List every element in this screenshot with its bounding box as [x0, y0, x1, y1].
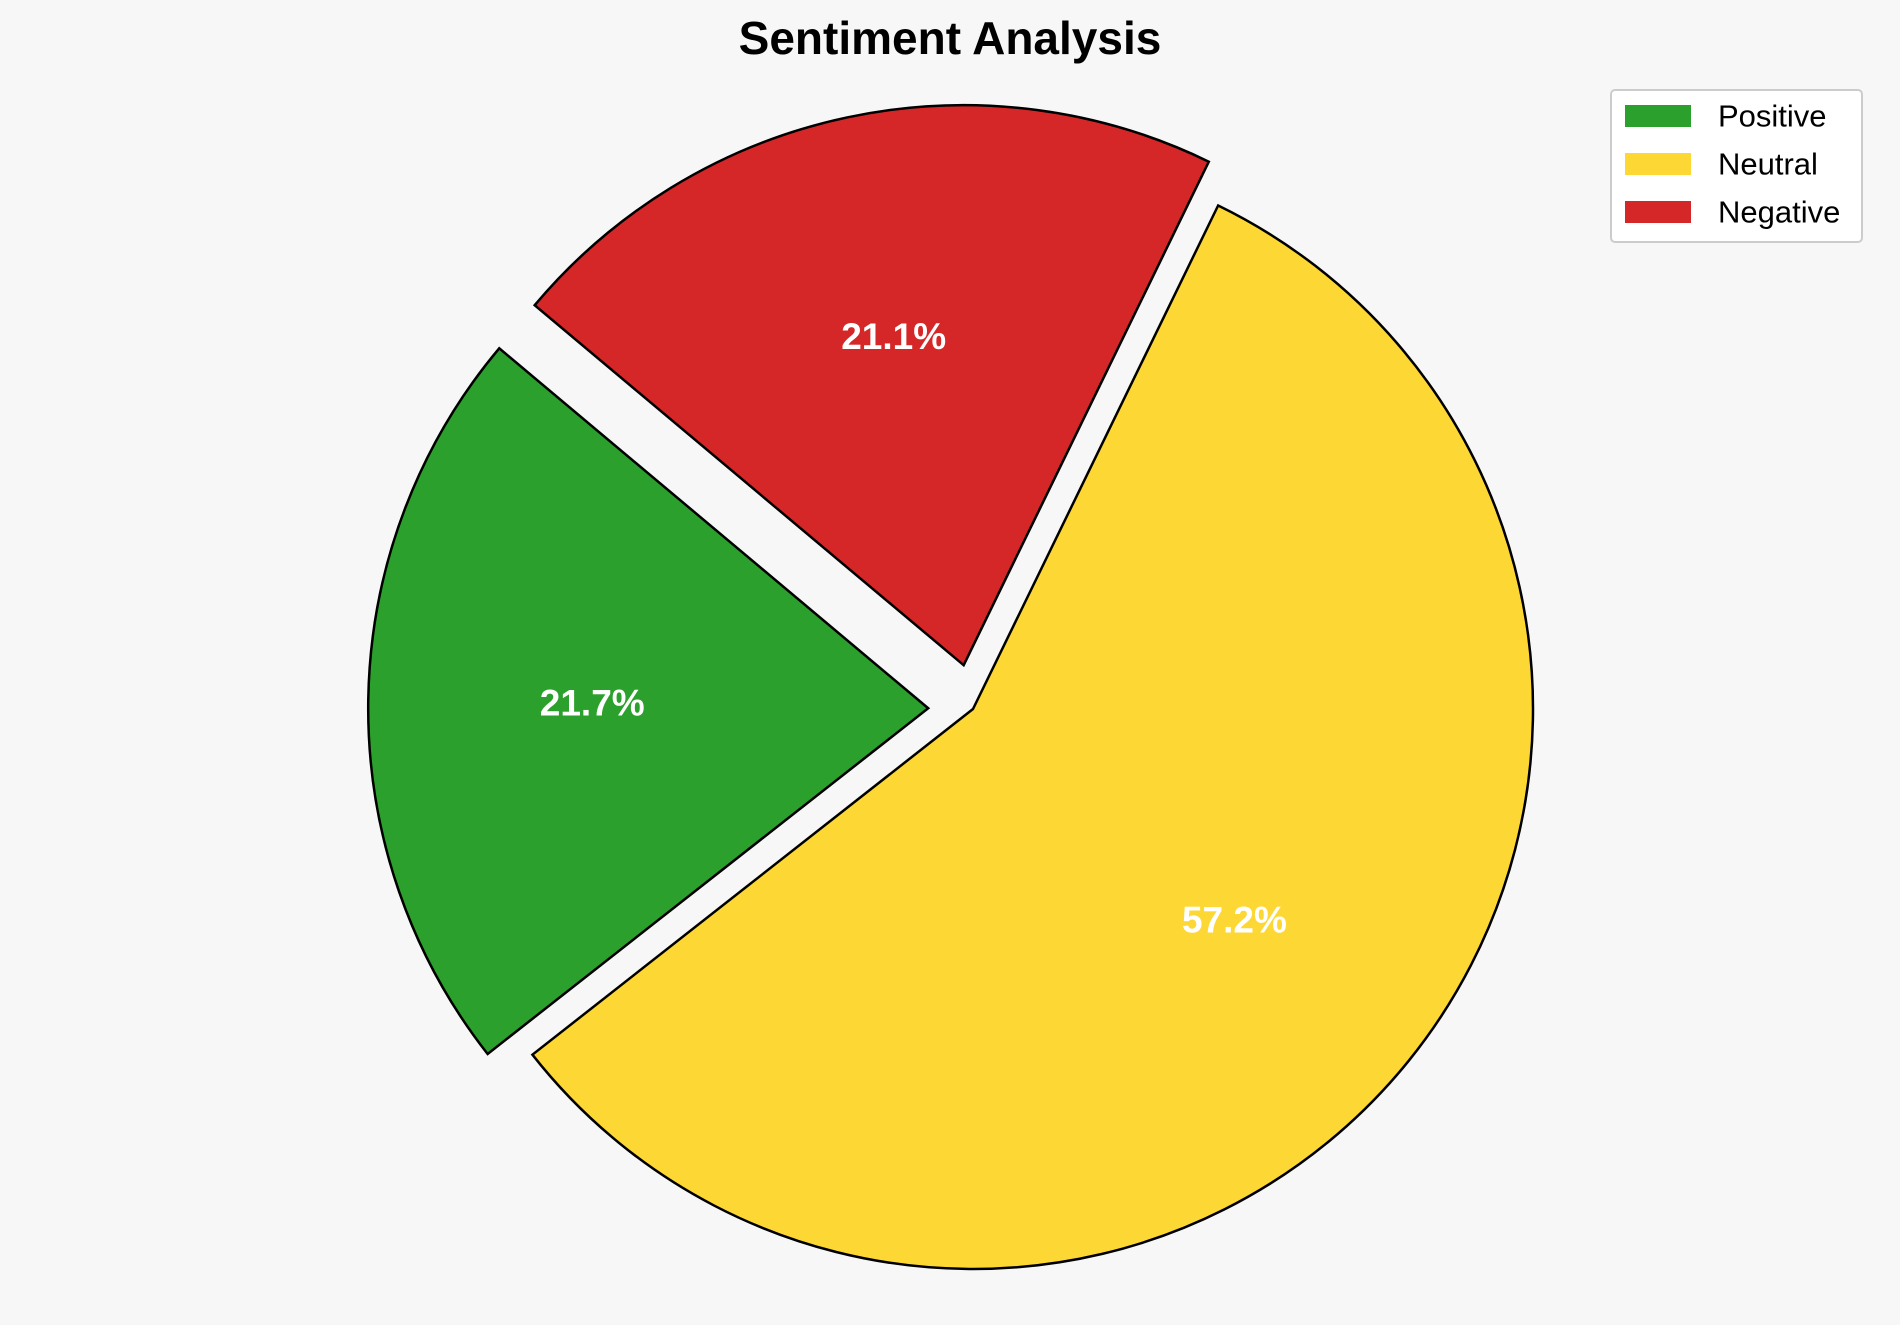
- pie-labels: 21.7% 57.2% 21.1%: [540, 316, 1287, 941]
- legend-label-negative: Negative: [1718, 195, 1840, 230]
- pct-label-negative: 21.1%: [841, 316, 946, 357]
- legend-swatch-positive: [1625, 105, 1691, 127]
- chart-title: Sentiment Analysis: [739, 12, 1162, 64]
- legend-label-positive: Positive: [1718, 99, 1827, 134]
- legend-swatch-neutral: [1625, 153, 1691, 175]
- legend-entries: Positive Neutral Negative: [1625, 99, 1840, 230]
- pie-slice-negative: [532, 103, 1211, 668]
- legend-label-neutral: Neutral: [1718, 147, 1818, 182]
- pct-label-positive: 21.7%: [540, 682, 645, 723]
- legend: Positive Neutral Negative: [1610, 89, 1863, 243]
- pie-slices: [366, 103, 1535, 1271]
- pct-label-neutral: 57.2%: [1182, 900, 1287, 941]
- pie-slice-positive: [366, 346, 931, 1056]
- legend-swatch-negative: [1625, 201, 1691, 223]
- pie-slice-neutral: [530, 203, 1535, 1271]
